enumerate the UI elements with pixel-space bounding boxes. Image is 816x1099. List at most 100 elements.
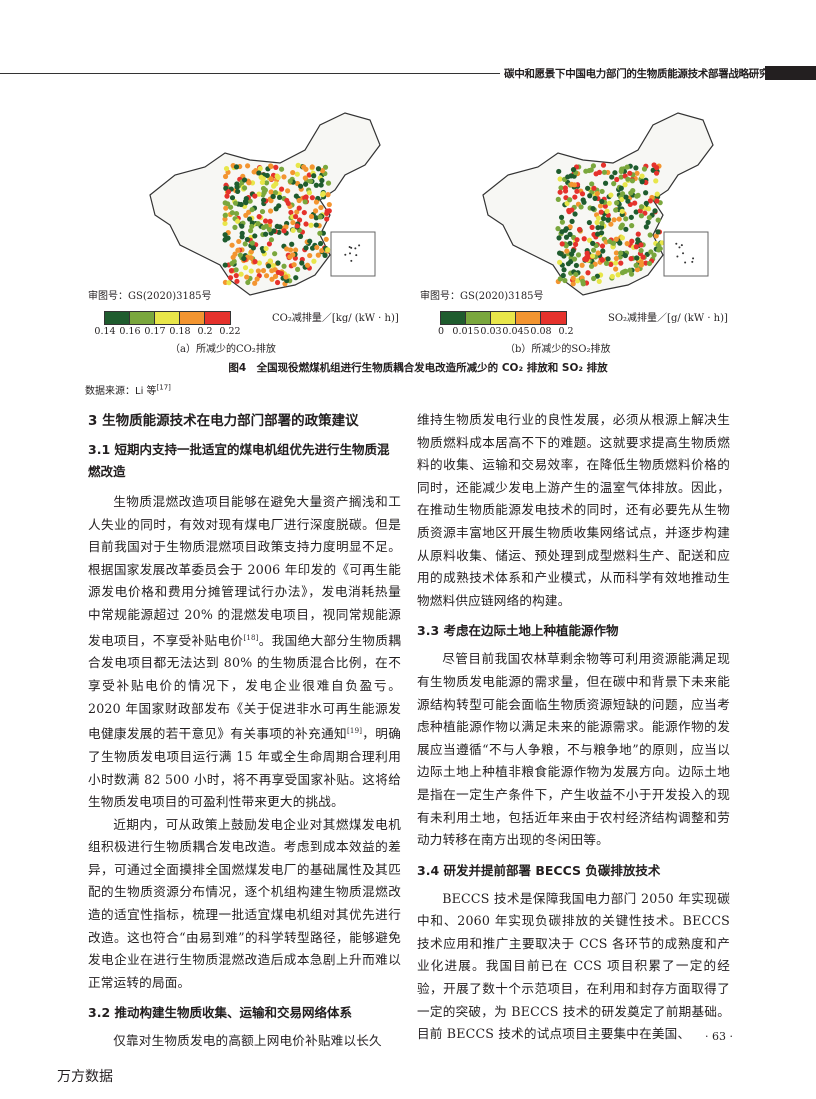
- power-plant-marker: [639, 173, 645, 179]
- power-plant-marker: [319, 168, 326, 174]
- legend-tick: 0.18: [169, 326, 191, 337]
- power-plant-marker: [643, 224, 649, 230]
- power-plant-marker: [222, 200, 228, 206]
- legend-swatch: [541, 312, 566, 324]
- power-plant-marker: [242, 241, 248, 247]
- power-plant-marker: [619, 191, 626, 197]
- power-plant-marker: [222, 212, 228, 218]
- citation[interactable]: [19]: [346, 727, 363, 736]
- power-plant-marker: [608, 221, 614, 227]
- power-plant-marker: [602, 180, 609, 186]
- source-text: 数据来源：Li 等: [85, 386, 157, 397]
- power-plant-marker: [303, 166, 309, 172]
- power-plant-marker: [255, 221, 261, 227]
- power-plant-marker: [635, 231, 641, 237]
- so2-reduction-map: [482, 112, 714, 296]
- legend-swatch: [205, 312, 230, 324]
- power-plant-marker: [610, 240, 617, 246]
- power-plant-marker: [222, 173, 229, 180]
- power-plant-marker: [268, 163, 274, 169]
- power-plant-marker: [574, 188, 580, 194]
- power-plant-marker: [266, 241, 273, 247]
- power-plant-marker: [655, 242, 661, 248]
- power-plant-marker: [580, 197, 586, 203]
- power-plant-marker: [242, 265, 249, 271]
- power-plant-marker: [246, 180, 252, 186]
- power-plant-marker: [249, 207, 255, 213]
- power-plant-marker: [241, 177, 248, 183]
- power-plant-marker: [261, 197, 267, 203]
- power-plant-marker: [302, 199, 308, 205]
- power-plant-marker: [244, 163, 251, 169]
- power-plant-marker: [574, 237, 580, 243]
- power-plant-marker: [290, 227, 296, 233]
- power-plant-marker: [645, 219, 651, 226]
- subsection-heading: 3.1 短期内支持一批适宜的煤电机组优先进行生物质混燃改造: [88, 442, 390, 479]
- power-plant-marker: [643, 200, 649, 206]
- power-plant-marker: [567, 231, 573, 237]
- citation[interactable]: [18]: [243, 633, 259, 642]
- power-plant-marker: [581, 236, 587, 242]
- power-plant-marker: [633, 209, 639, 215]
- power-plant-marker: [272, 189, 279, 196]
- legend-swatch: [155, 312, 180, 324]
- power-plant-marker: [590, 240, 596, 246]
- power-plant-marker: [558, 214, 565, 220]
- power-plant-marker: [227, 275, 234, 281]
- paragraph: 近期内，可从政策上鼓励发电企业对其燃煤发电机组积极进行生物质耦合发电改造。考虑到…: [88, 816, 401, 990]
- power-plant-marker: [266, 226, 273, 233]
- power-plant-marker: [613, 207, 619, 213]
- text: 生物质混燃改造项目能够在避免大量资产搁浅和工人失业的同时，有效对现有煤电厂进行深…: [88, 494, 401, 648]
- power-plant-marker: [244, 274, 250, 280]
- power-plant-marker: [563, 243, 569, 249]
- so2-color-legend: [440, 311, 567, 325]
- power-plant-marker: [292, 213, 299, 220]
- power-plant-marker: [275, 174, 281, 181]
- power-plant-marker: [628, 271, 635, 277]
- power-plant-marker: [232, 200, 239, 206]
- power-plant-marker: [255, 268, 261, 274]
- power-plant-marker: [619, 208, 625, 214]
- power-plant-marker: [311, 173, 317, 179]
- header-rule: [0, 73, 500, 74]
- power-plant-marker: [309, 245, 316, 251]
- power-plant-marker: [594, 273, 600, 279]
- power-plant-marker: [252, 233, 258, 239]
- power-plant-marker: [224, 193, 230, 199]
- power-plant-marker: [602, 203, 608, 209]
- power-plant-marker: [222, 216, 228, 222]
- power-plant-marker: [285, 188, 291, 194]
- power-plant-marker: [229, 242, 235, 248]
- power-plant-marker: [263, 273, 270, 279]
- power-plant-marker: [274, 279, 281, 286]
- power-plant-marker: [308, 213, 315, 220]
- power-plant-marker: [558, 185, 564, 191]
- power-plant-marker: [641, 166, 648, 172]
- power-plant-marker: [303, 181, 309, 187]
- power-plant-marker: [618, 185, 624, 191]
- power-plant-marker: [278, 186, 285, 192]
- power-plant-marker: [264, 180, 270, 186]
- power-plant-marker: [618, 250, 624, 256]
- power-plant-marker: [617, 240, 623, 246]
- power-plant-marker: [564, 248, 570, 254]
- citation[interactable]: [17]: [156, 383, 171, 392]
- power-plant-marker: [570, 275, 576, 281]
- power-plant-marker: [288, 209, 294, 216]
- power-plant-marker: [324, 208, 330, 214]
- paragraph: 尽管目前我国农林草剩余物等可利用资源能满足现有生物质发电能源的需求量，但在碳中和…: [417, 651, 730, 848]
- power-plant-marker: [559, 229, 565, 235]
- power-plant-marker: [252, 280, 258, 286]
- power-plant-marker: [652, 208, 658, 214]
- power-plant-marker: [260, 176, 266, 182]
- power-plant-marker: [646, 260, 653, 267]
- power-plant-marker: [567, 240, 573, 247]
- legend-swatch: [491, 312, 516, 324]
- power-plant-marker: [607, 238, 613, 245]
- power-plant-marker: [643, 190, 649, 196]
- power-plant-marker: [624, 164, 630, 170]
- power-plant-marker: [290, 219, 296, 226]
- power-plant-marker: [318, 182, 324, 188]
- power-plant-marker: [229, 195, 236, 201]
- power-plant-marker: [623, 194, 629, 200]
